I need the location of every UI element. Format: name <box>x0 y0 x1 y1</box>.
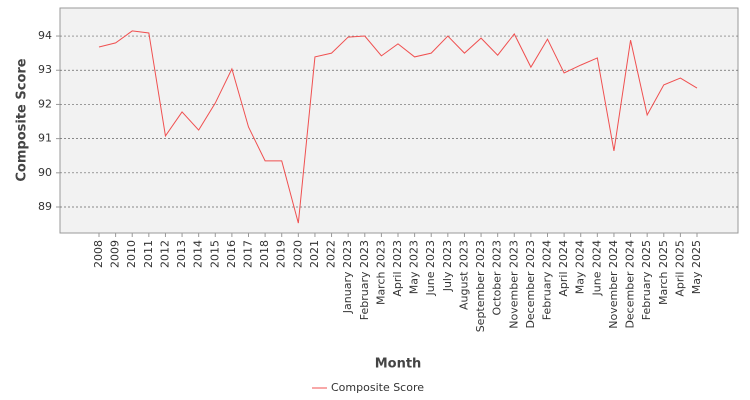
x-tick-label: 2017 <box>242 240 255 268</box>
x-tick-label: 2011 <box>142 240 155 268</box>
x-tick-label: June 2024 <box>590 240 603 296</box>
y-axis-title: Composite Score <box>15 58 30 181</box>
x-tick-label: October 2023 <box>491 240 504 316</box>
y-tick-label: 94 <box>38 29 52 42</box>
x-tick-label: September 2023 <box>474 240 487 332</box>
x-tick-label: February 2023 <box>358 240 371 320</box>
x-tick-label: 2014 <box>192 240 205 268</box>
x-tick-label: May 2025 <box>690 240 703 294</box>
y-tick-label: 91 <box>38 132 52 145</box>
x-tick-label: 2019 <box>275 240 288 268</box>
x-tick-label: August 2023 <box>457 240 470 310</box>
x-tick-label: 2009 <box>109 240 122 268</box>
y-tick-label: 92 <box>38 97 52 110</box>
x-tick-label: February 2024 <box>541 240 554 320</box>
x-tick-label: 2012 <box>158 240 171 268</box>
x-tick-label: 2010 <box>125 240 138 268</box>
x-tick-label: 2008 <box>92 240 105 268</box>
x-tick-label: November 2024 <box>607 240 620 329</box>
plot-area <box>59 7 739 234</box>
x-tick-label: April 2023 <box>391 240 404 297</box>
x-tick-label: April 2024 <box>557 240 570 297</box>
y-tick-label: 90 <box>38 166 52 179</box>
x-tick-label: May 2023 <box>408 240 421 294</box>
x-tick-label: May 2024 <box>574 240 587 294</box>
x-tick-label: March 2023 <box>374 240 387 305</box>
x-tick-label: January 2023 <box>341 240 354 314</box>
x-tick-label: November 2023 <box>507 240 520 329</box>
x-tick-label: February 2025 <box>640 240 653 320</box>
x-tick-label: 2018 <box>258 240 271 268</box>
x-tick-label: 2020 <box>291 240 304 268</box>
legend-label: Composite Score <box>331 381 424 394</box>
x-tick-label: April 2025 <box>673 240 686 297</box>
x-tick-label: 2015 <box>208 240 221 268</box>
x-tick-label: December 2024 <box>624 240 637 329</box>
y-tick-label: 89 <box>38 200 52 213</box>
x-tick-label: 2013 <box>175 240 188 268</box>
x-tick-label: July 2023 <box>441 240 454 292</box>
x-tick-label: December 2023 <box>524 240 537 329</box>
y-tick-label: 93 <box>38 63 52 76</box>
x-tick-label: 2021 <box>308 240 321 268</box>
x-axis-title: Month <box>375 357 422 372</box>
x-tick-label: 2016 <box>225 240 238 268</box>
x-tick-label: March 2025 <box>657 240 670 305</box>
x-tick-label: 2022 <box>325 240 338 268</box>
data-line <box>98 30 698 224</box>
x-tick-label: June 2023 <box>424 240 437 296</box>
